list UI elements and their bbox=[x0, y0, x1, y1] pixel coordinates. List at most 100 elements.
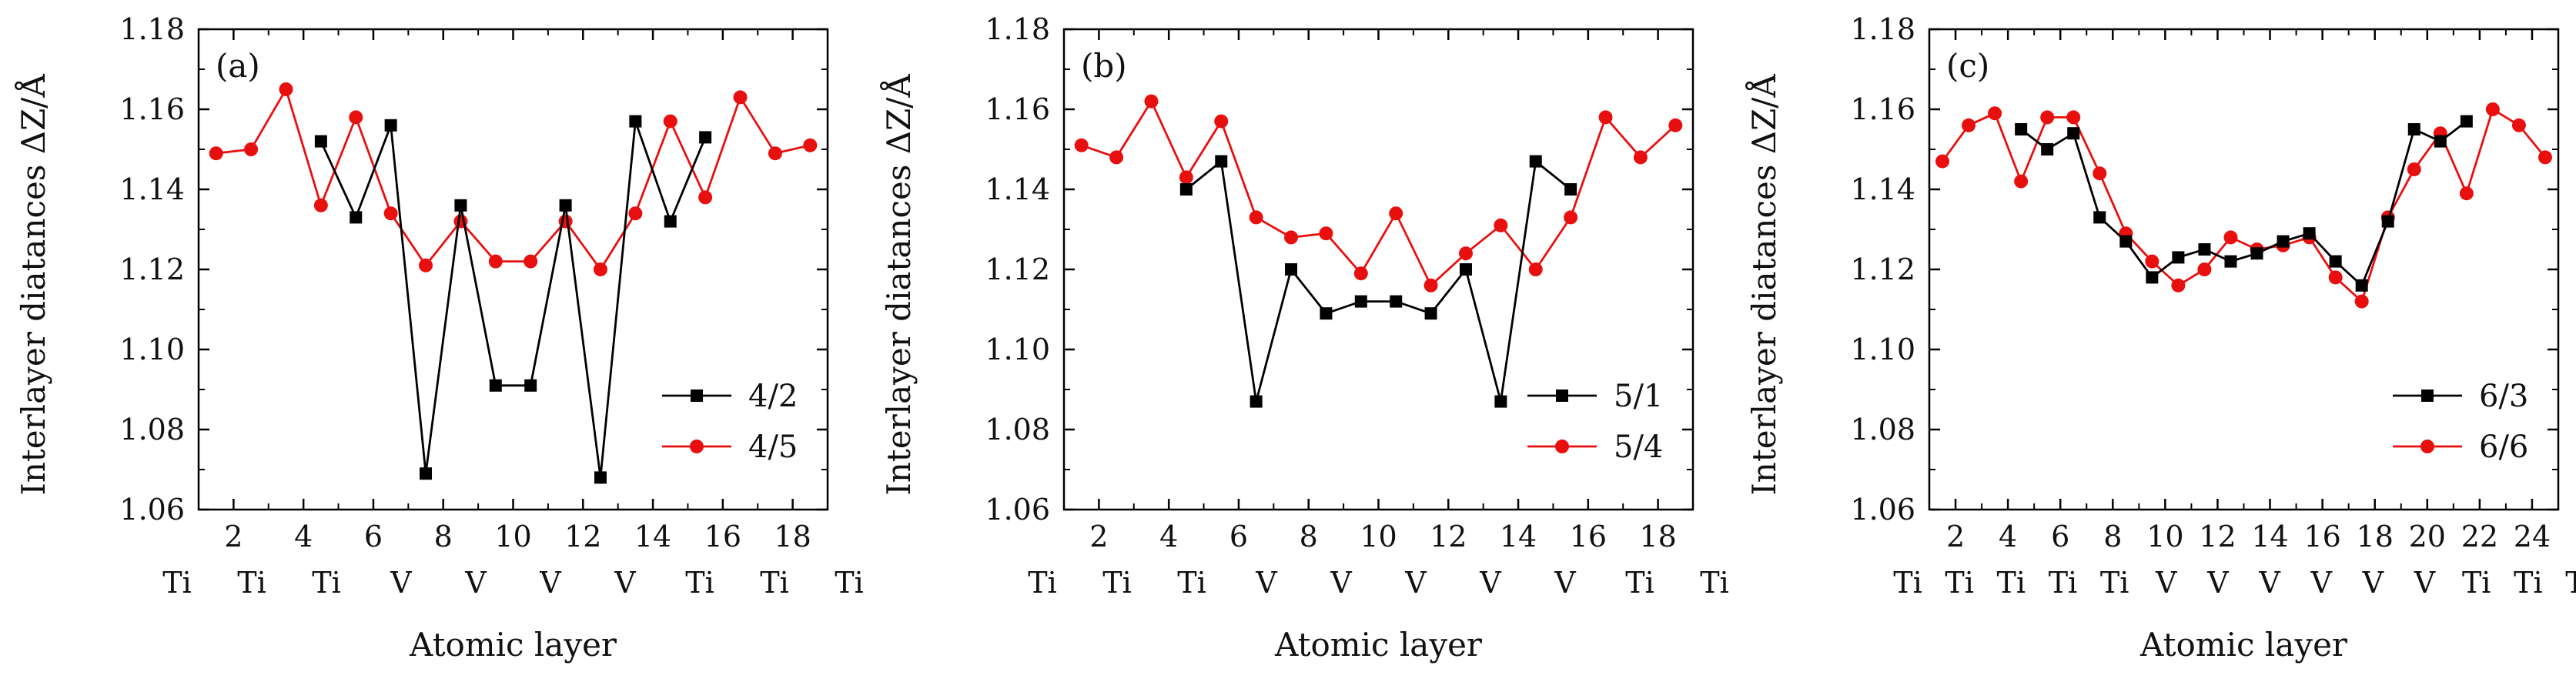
x-tick-label: 12 bbox=[564, 520, 601, 553]
data-point bbox=[279, 82, 293, 96]
data-point bbox=[1109, 150, 1124, 165]
y-tick-label: 1.18 bbox=[119, 12, 185, 46]
legend-label: 4/2 bbox=[748, 379, 798, 414]
data-point bbox=[594, 471, 607, 484]
data-point bbox=[1389, 206, 1403, 221]
data-point bbox=[628, 206, 643, 221]
data-point bbox=[593, 262, 607, 276]
legend-marker bbox=[691, 389, 703, 402]
y-tick-label: 1.08 bbox=[119, 413, 185, 446]
layer-label: V bbox=[1479, 566, 1501, 600]
x-tick-label: 12 bbox=[1430, 520, 1467, 553]
data-point bbox=[2171, 278, 2186, 293]
data-point bbox=[1284, 230, 1299, 245]
x-tick-label: 20 bbox=[2409, 520, 2446, 553]
panel-label: (b) bbox=[1081, 47, 1127, 85]
data-point bbox=[699, 131, 712, 144]
data-point bbox=[350, 211, 363, 224]
series-line-5-1 bbox=[1185, 159, 1572, 402]
data-point bbox=[419, 258, 433, 272]
data-point bbox=[524, 379, 537, 392]
x-tick-label: 24 bbox=[2514, 520, 2551, 553]
x-axis-title: Atomic layer bbox=[1274, 626, 1483, 664]
series-line-6-3 bbox=[2020, 120, 2467, 288]
data-point bbox=[803, 138, 818, 152]
data-point bbox=[2511, 118, 2526, 132]
panel-b: 1.06 1.08 1.10 1.12 1.14 1.16 1.18 2 4 6 8 10 12 14 16… bbox=[879, 12, 1729, 664]
layer-label: Ti bbox=[835, 566, 864, 600]
data-point bbox=[2250, 247, 2263, 260]
layer-label: V bbox=[390, 566, 412, 600]
data-point bbox=[1074, 138, 1089, 152]
data-point bbox=[2328, 270, 2343, 285]
series-line-5-4 bbox=[1081, 99, 1677, 288]
x-tick-label: 2 bbox=[224, 520, 243, 553]
y-tick-label: 1.06 bbox=[119, 493, 185, 527]
x-tick-label: 10 bbox=[2146, 520, 2183, 553]
data-point bbox=[2040, 110, 2055, 125]
y-tick-label: 1.12 bbox=[119, 252, 185, 286]
data-point bbox=[349, 110, 363, 125]
legend-marker bbox=[2421, 389, 2434, 402]
data-point bbox=[2066, 110, 2081, 125]
data-point bbox=[663, 114, 677, 129]
data-point bbox=[420, 467, 433, 480]
y-tick-label: 1.08 bbox=[985, 413, 1050, 446]
x-tick-label: 18 bbox=[1639, 520, 1676, 553]
data-point bbox=[733, 90, 748, 105]
layer-label: Ti bbox=[2100, 566, 2129, 600]
data-point bbox=[768, 146, 782, 161]
data-point bbox=[2434, 135, 2447, 148]
data-point bbox=[2146, 271, 2159, 284]
layer-label: Ti bbox=[1997, 566, 2026, 600]
x-tick-label: 14 bbox=[1500, 520, 1537, 553]
x-tick-label: 4 bbox=[1999, 520, 2017, 553]
data-point bbox=[209, 146, 223, 161]
data-point bbox=[1144, 94, 1159, 109]
data-point bbox=[1353, 266, 1368, 281]
legend-marker bbox=[1555, 440, 1569, 453]
data-point bbox=[314, 135, 327, 148]
x-axis-title: Atomic layer bbox=[2139, 626, 2348, 664]
data-point bbox=[1285, 263, 1298, 276]
data-point bbox=[383, 206, 398, 221]
legend-marker bbox=[2420, 440, 2434, 453]
data-point bbox=[2277, 235, 2290, 248]
panel-c: 1.061.081.101.121.141.161.182 4 6 8 10 12 14 16… bbox=[1745, 12, 2576, 664]
layer-label: Ti bbox=[1625, 566, 1654, 600]
data-point bbox=[2460, 115, 2473, 128]
data-point bbox=[1250, 395, 1263, 408]
data-point bbox=[2093, 211, 2106, 224]
layer-label: Ti bbox=[1028, 566, 1057, 600]
data-point bbox=[1458, 246, 1473, 261]
data-point bbox=[1424, 307, 1437, 320]
y-tick-label: 1.12 bbox=[985, 252, 1050, 286]
layer-label: Ti bbox=[1945, 566, 1974, 600]
x-tick-label: 10 bbox=[494, 520, 531, 553]
layer-label: V bbox=[614, 566, 636, 600]
data-point bbox=[1633, 150, 1648, 165]
data-point bbox=[2197, 262, 2212, 276]
data-point bbox=[244, 142, 259, 156]
panel-label: (a) bbox=[216, 47, 260, 85]
plot-frame bbox=[197, 28, 829, 511]
legend-label: 6/3 bbox=[2479, 379, 2528, 414]
layer-label: Ti bbox=[1102, 566, 1132, 600]
layer-label: Ti bbox=[2565, 566, 2576, 600]
data-point bbox=[2329, 255, 2342, 268]
layer-label: V bbox=[2414, 566, 2436, 600]
y-tick-label: 1.14 bbox=[985, 172, 1050, 206]
y-tick-label: 1.06 bbox=[985, 493, 1050, 527]
plot-frame bbox=[1928, 28, 2560, 511]
data-point bbox=[488, 254, 503, 269]
x-tick-label: 16 bbox=[2303, 520, 2340, 553]
data-point bbox=[313, 198, 328, 212]
data-point bbox=[559, 199, 572, 212]
data-point bbox=[1564, 183, 1577, 196]
data-point bbox=[1179, 183, 1193, 196]
series-line-4-2 bbox=[319, 121, 707, 478]
data-point bbox=[2145, 254, 2159, 269]
legend-marker bbox=[690, 440, 704, 453]
layer-label: V bbox=[1404, 566, 1427, 600]
